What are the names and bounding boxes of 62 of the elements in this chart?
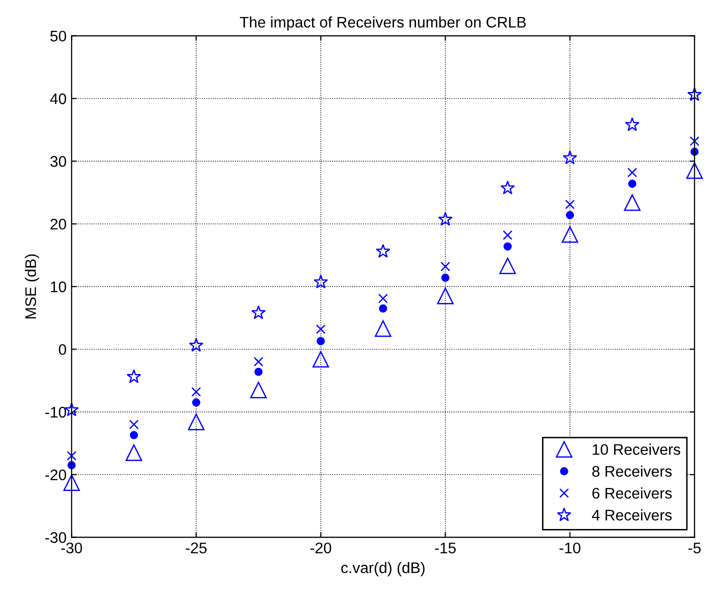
y-tick-label: -30 [45, 532, 66, 543]
y-tick-label: 20 [50, 218, 66, 230]
point [251, 305, 266, 320]
chart-title: The impact of Receivers number on CRLB [240, 16, 526, 31]
y-tick-label: 10 [50, 281, 66, 292]
point [686, 162, 703, 179]
point [250, 382, 267, 398]
point [628, 180, 636, 188]
point [314, 274, 328, 288]
point [437, 288, 454, 304]
point [312, 351, 330, 368]
point [66, 451, 76, 461]
point [562, 150, 578, 164]
point [499, 258, 516, 274]
y-tick-label: 40 [50, 93, 66, 104]
point [687, 87, 702, 101]
point [504, 242, 512, 251]
point [188, 338, 204, 352]
point [254, 356, 264, 367]
point [690, 136, 700, 146]
point [188, 414, 204, 430]
y-tick-label: -10 [45, 406, 66, 418]
y-axis-title: MSE (dB) [24, 254, 40, 318]
y-tick-label: 0 [58, 344, 66, 355]
point [130, 431, 138, 440]
point [254, 368, 263, 376]
point [502, 230, 512, 240]
x-tick-label: -10 [560, 542, 580, 554]
legend-label: 8 Receivers [592, 466, 672, 477]
point [566, 211, 574, 220]
legend-label: 6 Receivers [592, 487, 672, 499]
point [126, 444, 142, 461]
legend-label: 10 Receivers [592, 444, 680, 455]
point [565, 200, 575, 210]
y-tick-label: 50 [50, 30, 66, 42]
x-tick-label: -20 [310, 542, 332, 554]
point [625, 117, 640, 132]
legend-label: 4 Receivers [592, 509, 672, 521]
x-tick-label: -30 [61, 542, 82, 554]
y-tick-label: 30 [50, 156, 66, 167]
point [126, 369, 142, 384]
y-tick-label: -20 [45, 469, 66, 480]
point [440, 262, 450, 272]
point [378, 304, 388, 313]
point [378, 294, 388, 304]
x-tick-label: -5 [688, 542, 701, 554]
point [191, 387, 201, 397]
point [438, 212, 453, 226]
point [376, 244, 390, 258]
point [500, 180, 515, 194]
point [627, 168, 638, 178]
point [441, 274, 450, 282]
point [562, 226, 578, 243]
x-axis-title: c.var(d) (dB) [341, 562, 425, 576]
point [129, 420, 139, 430]
point [192, 398, 200, 407]
x-tick-label: -25 [186, 542, 207, 554]
point [316, 337, 325, 346]
point [316, 324, 326, 334]
point [624, 194, 640, 211]
x-tick-label: -15 [434, 542, 456, 554]
point [374, 320, 392, 337]
